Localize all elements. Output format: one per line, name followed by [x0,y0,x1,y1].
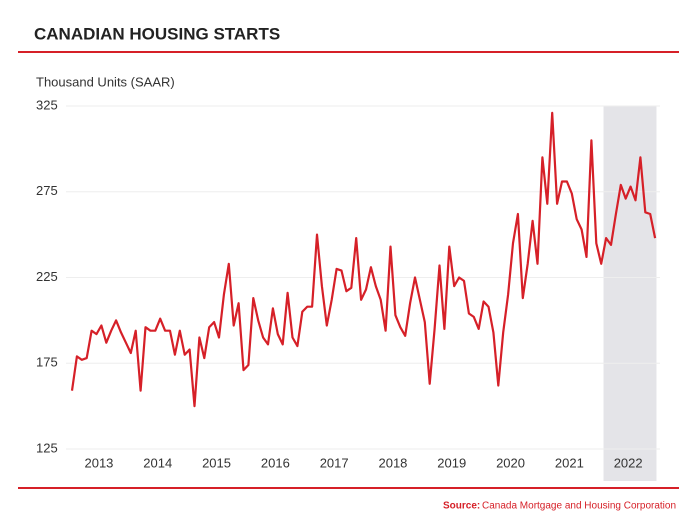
shaded-period [603,106,657,481]
y-axis-label: Thousand Units (SAAR) [36,74,175,89]
series-line [70,111,657,408]
x-tick-label: 2021 [555,455,584,470]
y-tick-label: 125 [36,440,58,455]
source-label: Source: [443,501,480,512]
y-tick-label: 225 [36,269,58,284]
x-tick-label: 2022 [614,455,643,470]
x-tick-label: 2015 [202,455,231,470]
chart-title: CANADIAN HOUSING STARTS [34,24,280,43]
x-tick-label: 2014 [143,455,172,470]
y-tick-label: 325 [36,97,58,112]
x-tick-label: 2019 [437,455,466,470]
x-tick-label: 2016 [261,455,290,470]
y-tick-label: 275 [36,183,58,198]
x-tick-label: 2017 [320,455,349,470]
x-tick-label: 2013 [84,455,113,470]
x-tick-label: 2020 [496,455,525,470]
x-tick-label: 2018 [378,455,407,470]
y-tick-label: 175 [36,355,58,370]
source: Canada Mortgage and Housing Corporation [482,501,676,512]
